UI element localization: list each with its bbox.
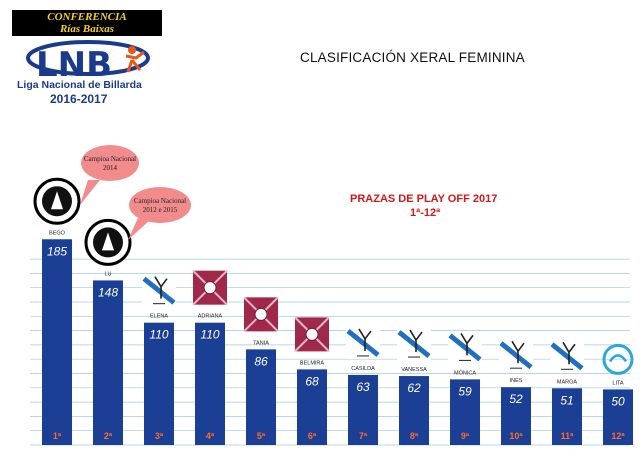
bar-adriana	[195, 322, 225, 445]
player-name: BELMIRA	[300, 360, 324, 366]
billarda-club-icon	[346, 326, 380, 359]
callout-1-line1: Campioa Nacional	[84, 155, 136, 163]
billarda-club-icon	[550, 340, 584, 373]
lnb-logo-icon: LNB	[26, 40, 150, 85]
value-label: 148	[98, 285, 118, 299]
bar-layer: 185 1ª BEGO 148 2ª LU 110 3ª ELENA 110 4ª ADRIANA 86…	[42, 230, 633, 445]
callout-2-line1: Campioa Nacional	[134, 197, 186, 205]
club-icon-layer	[33, 177, 634, 375]
value-label: 185	[47, 244, 67, 258]
lnb-letters: LNB	[36, 45, 112, 85]
rank-label: 5ª	[257, 431, 266, 441]
rank-label: 9ª	[461, 431, 470, 441]
correduras-badge-icon	[84, 218, 132, 266]
rank-label: 4ª	[206, 431, 215, 441]
value-label: 52	[509, 392, 523, 406]
player-name: BEGO	[49, 230, 66, 236]
value-label: 86	[254, 354, 268, 368]
bar-elena	[144, 322, 174, 445]
correduras-badge-icon	[33, 177, 81, 225]
value-label: 59	[458, 384, 472, 398]
player-name: TANIA	[253, 340, 269, 346]
callout-1-tail	[80, 180, 100, 205]
billarda-club-icon	[499, 339, 533, 372]
conference-banner: CONFERENCIA Rías Baixas	[12, 10, 162, 36]
billarda-club-icon	[397, 328, 431, 361]
value-label: 68	[305, 374, 319, 388]
bar-vanessa	[399, 376, 429, 445]
value-label: 110	[200, 328, 219, 342]
rank-label: 8ª	[410, 431, 419, 441]
value-label: 110	[149, 328, 168, 342]
bar-casilda	[348, 374, 378, 445]
callout-layer: Campioa Nacional 2014 Campioa Nacional 2…	[80, 145, 191, 240]
player-name: VANESSA	[401, 367, 427, 373]
player-name: CASILDA	[351, 366, 375, 372]
player-name: ELENA	[150, 314, 168, 320]
callout-2-tail	[128, 218, 150, 240]
player-name: ADRIANA	[198, 314, 223, 320]
playoff-subtitle: 1ª-12ª	[410, 207, 441, 219]
player-name: MARGA	[557, 379, 578, 385]
value-label: 50	[611, 394, 625, 408]
rank-label: 7ª	[359, 431, 368, 441]
blue-swirl-club-icon	[602, 343, 634, 375]
player-name: INES	[510, 378, 523, 384]
callout-bubble-1: Campioa Nacional 2014	[80, 145, 139, 205]
rank-label: 2ª	[104, 431, 113, 441]
rank-label: 12ª	[611, 431, 625, 441]
callout-2-shape	[129, 187, 191, 223]
rank-label: 10ª	[509, 431, 523, 441]
callout-2-line2: 2012 e 2015	[143, 206, 178, 214]
bar-tania	[246, 349, 276, 445]
red-flag-club-icon	[294, 316, 330, 353]
value-label: 51	[560, 393, 573, 407]
bar-belmira	[297, 369, 327, 445]
rank-label: 6ª	[308, 431, 317, 441]
value-label: 62	[407, 381, 421, 395]
bar-bego	[42, 239, 72, 445]
rank-label: 1ª	[53, 431, 62, 441]
conference-line2: Rías Baixas	[59, 23, 115, 35]
value-label: 63	[356, 380, 370, 394]
billarda-club-icon	[448, 331, 482, 364]
player-name: LITA	[612, 380, 624, 386]
red-flag-club-icon	[192, 269, 228, 306]
callout-bubble-2: Campioa Nacional 2012 e 2015	[128, 187, 191, 240]
bar-mónica	[450, 379, 480, 445]
player-name: LU	[104, 271, 111, 277]
callout-1-line2: 2014	[103, 164, 118, 172]
billarda-club-icon	[142, 274, 176, 307]
logo-subtitle: Liga Nacional de Billarda	[17, 79, 142, 91]
playoff-title: PRAZAS DE PLAY OFF 2017	[350, 193, 498, 205]
bar-lita	[603, 389, 633, 445]
rank-label: 11ª	[561, 431, 575, 441]
red-flag-club-icon	[243, 296, 279, 333]
callout-1-shape	[81, 145, 139, 181]
conference-line1: CONFERENCIA	[47, 11, 127, 23]
bar-ines	[501, 387, 531, 445]
bar-marga	[552, 388, 582, 445]
season-label: 2016-2017	[50, 92, 108, 106]
rank-label: 3ª	[155, 431, 164, 441]
page-title: CLASIFICACIÓN XERAL FEMININA	[300, 50, 525, 65]
player-name: MÓNICA	[454, 369, 476, 376]
bar-lu	[93, 280, 123, 445]
